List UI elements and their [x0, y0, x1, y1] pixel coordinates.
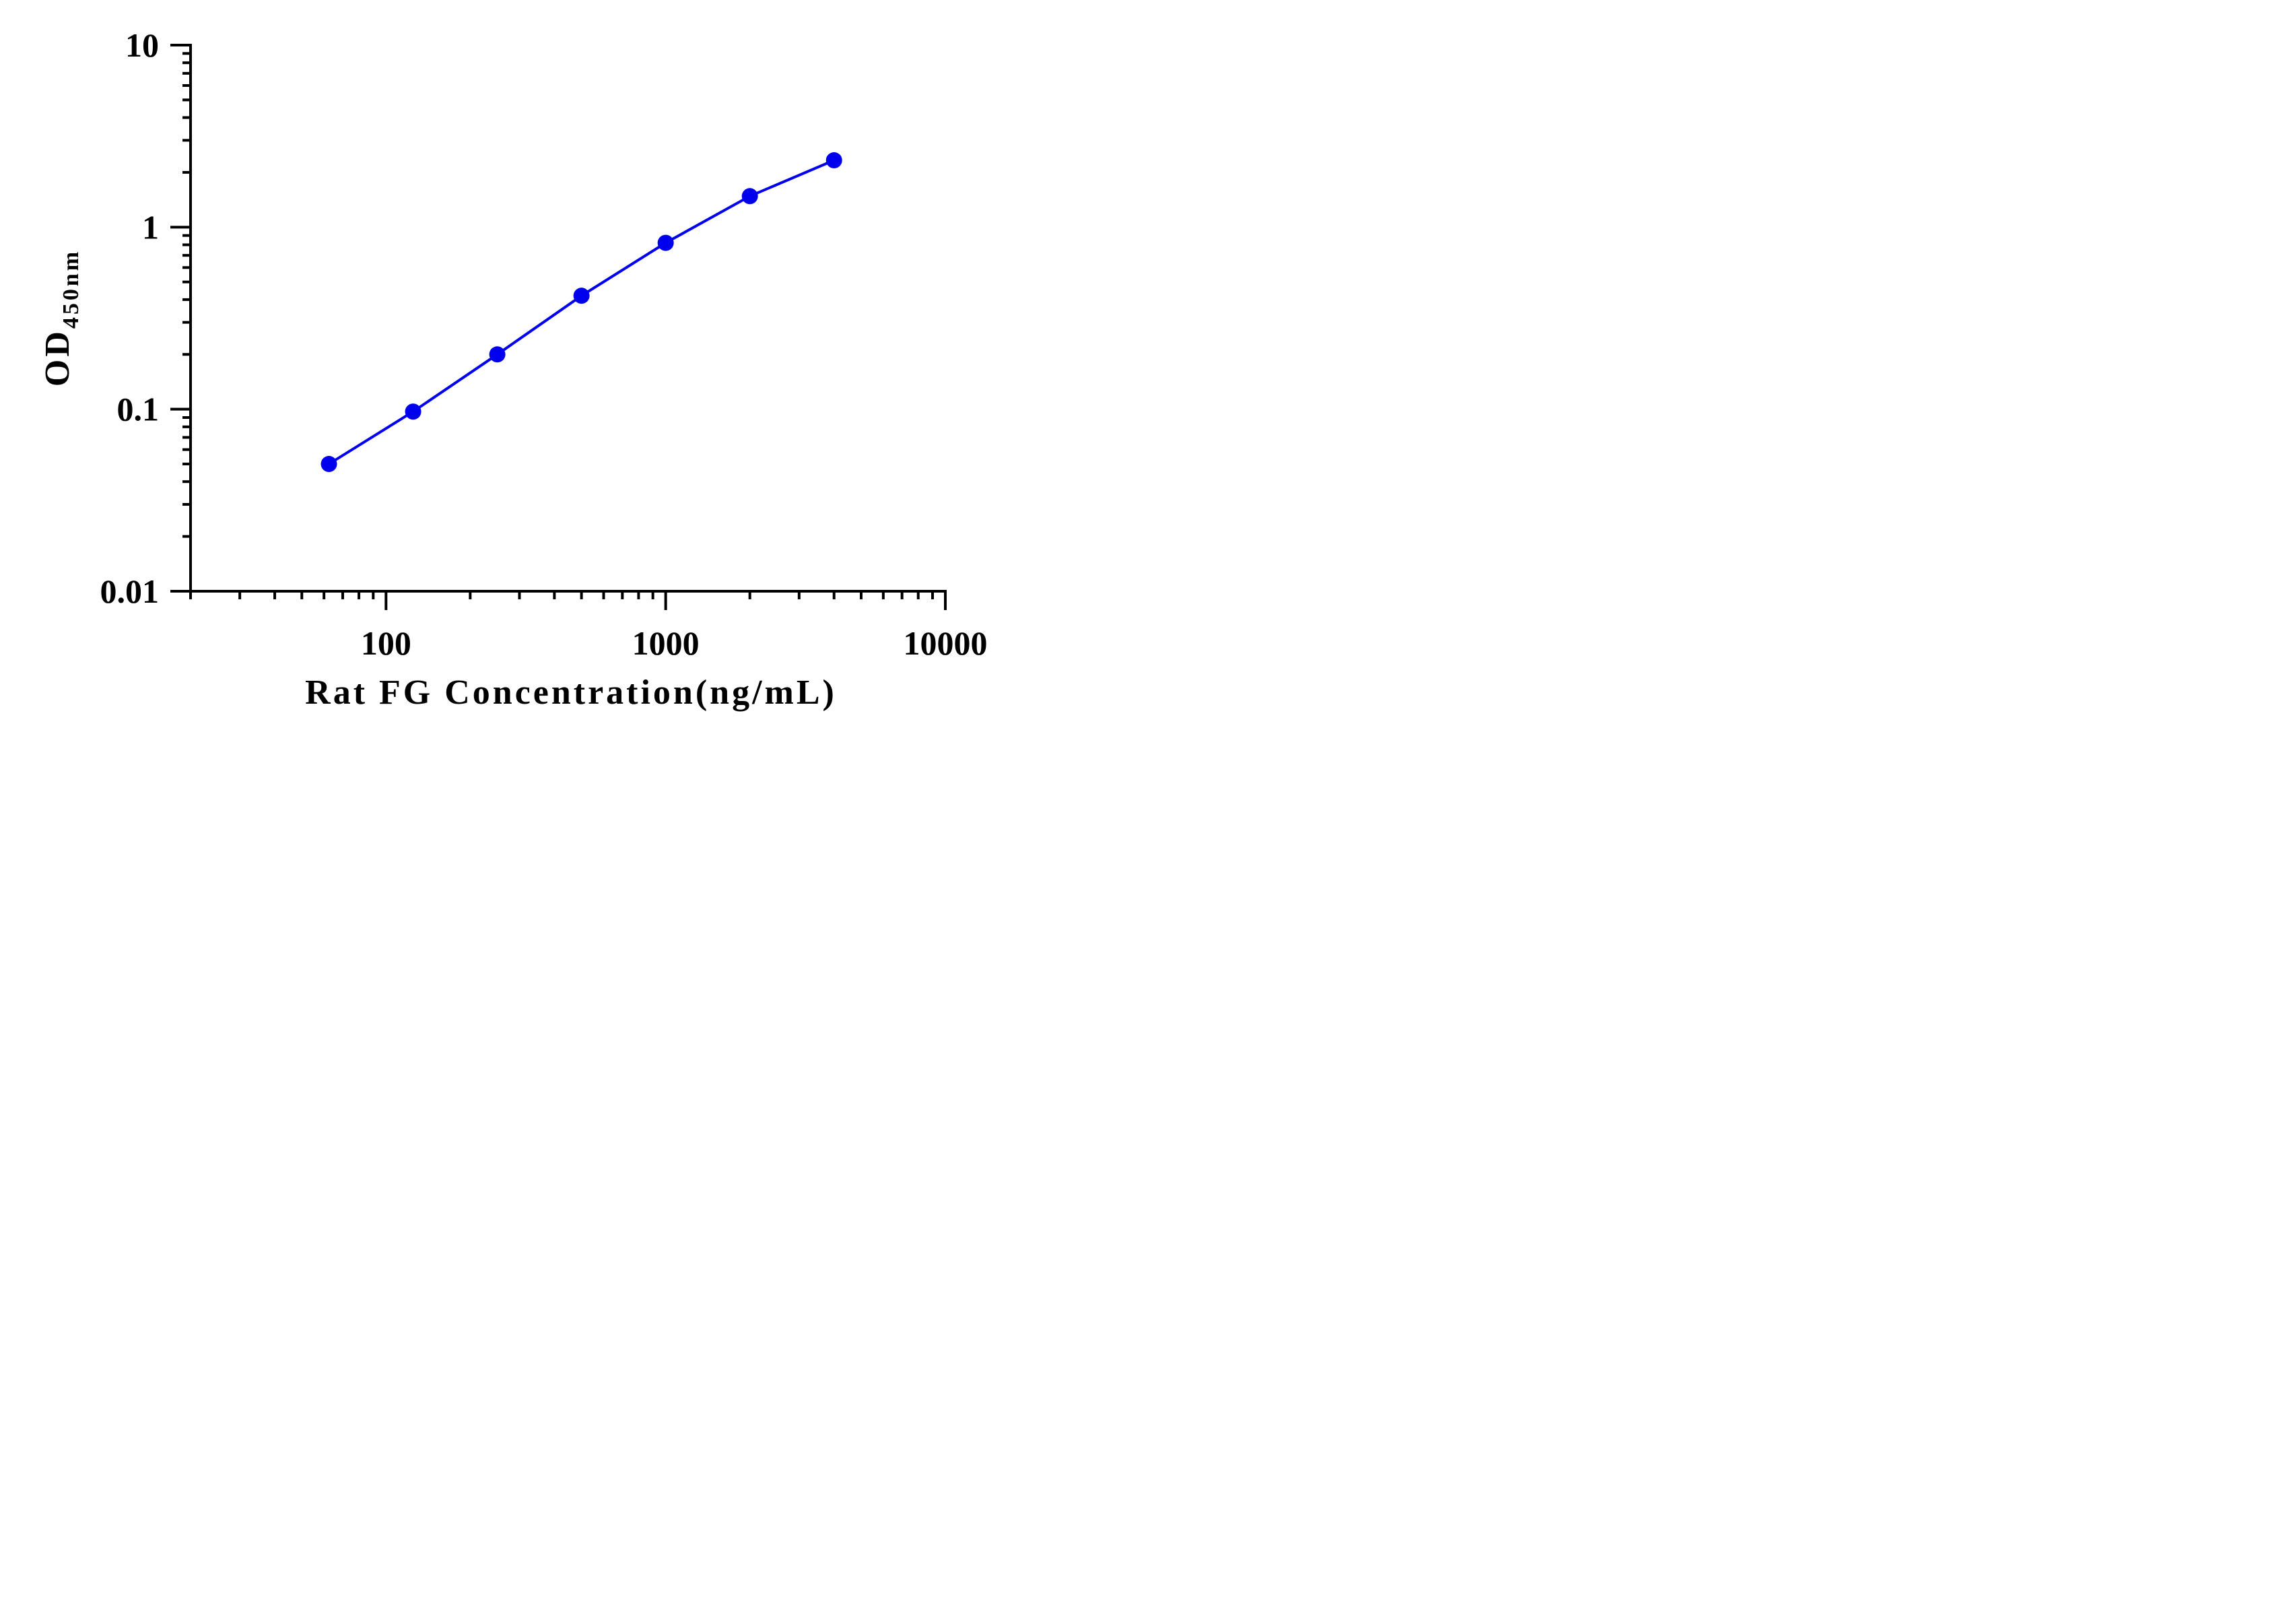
data-point — [741, 188, 758, 205]
x-tick-label: 10000 — [904, 624, 988, 662]
data-point — [825, 152, 842, 169]
standard-curve-chart: 0.01 0.1 1 10 100 1000 10000 Rat FG Concentra… — [38, 26, 988, 712]
y-tick-label: 0.01 — [100, 572, 160, 610]
x-tick-labels: 100 1000 10000 — [361, 624, 988, 662]
data-point — [489, 346, 506, 363]
y-tick-label: 1 — [142, 208, 159, 246]
y-tick-labels: 0.01 0.1 1 10 — [100, 26, 160, 610]
y-tick-label: 10 — [125, 26, 159, 64]
data-point — [405, 403, 421, 420]
series-line — [328, 159, 835, 465]
x-tick-label: 100 — [361, 624, 411, 662]
y-tick-label: 0.1 — [117, 391, 160, 428]
y-axis-title-subscript: 450nm — [59, 249, 83, 329]
data-point — [657, 234, 674, 251]
y-axis-title: OD450nm — [38, 249, 83, 387]
data-point — [573, 288, 590, 304]
data-point — [320, 456, 337, 473]
x-tick-label: 1000 — [632, 624, 700, 662]
y-axis-title-main: OD — [38, 329, 77, 387]
x-axis-title: Rat FG Concentration(ng/mL) — [305, 673, 837, 712]
x-axis-ticks — [189, 591, 947, 610]
series-group — [320, 152, 842, 473]
y-axis-ticks — [170, 44, 191, 593]
